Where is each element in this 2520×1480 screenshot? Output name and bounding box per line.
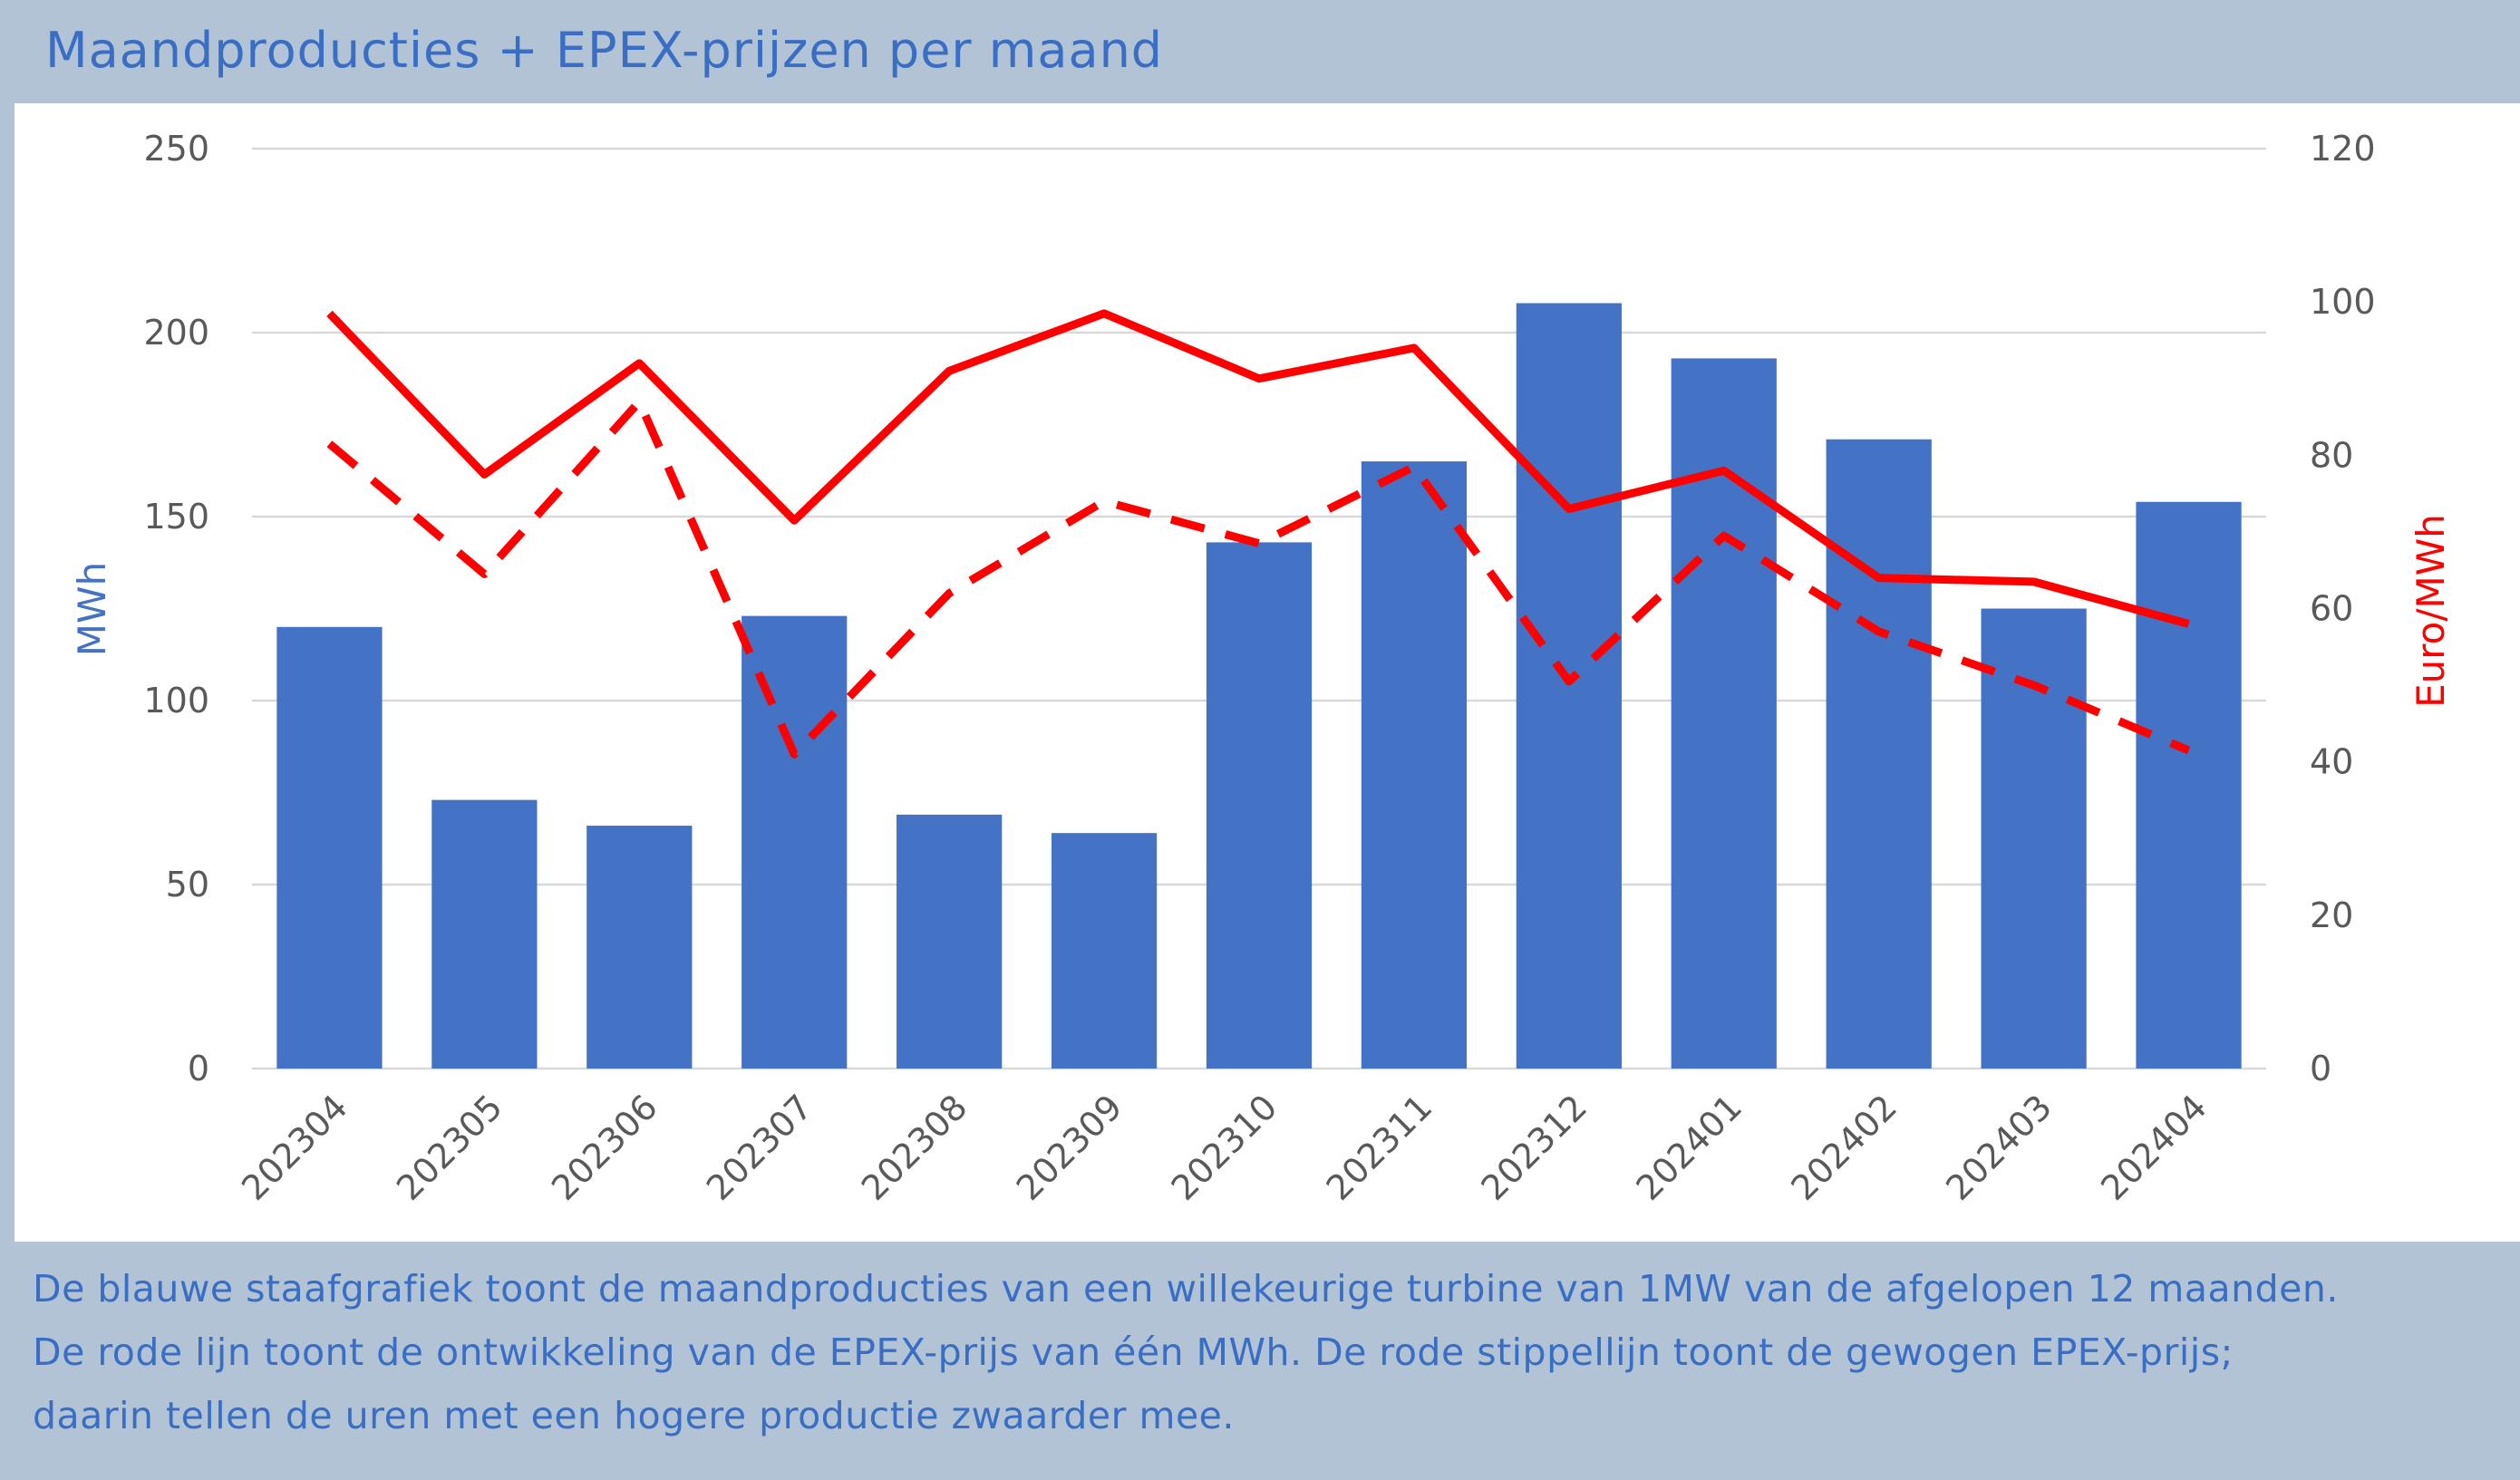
- bar: [741, 615, 848, 1069]
- y-left-tick-label: 0: [188, 1049, 209, 1088]
- x-tick-label: 202312: [1474, 1087, 1595, 1208]
- caption-line-3: daarin tellen de uren met een hogere pro…: [33, 1394, 1235, 1437]
- bar: [2136, 501, 2242, 1069]
- bar: [897, 814, 1003, 1069]
- bar: [276, 626, 383, 1069]
- y-right-axis-title: Euro/MWh: [2409, 514, 2453, 708]
- bar: [1361, 461, 1468, 1069]
- bar: [1516, 303, 1622, 1069]
- chart-header: Maandproducties + EPEX-prijzen per maand: [0, 0, 2520, 103]
- y-left-tick-label: 200: [143, 313, 209, 353]
- bar: [1981, 608, 2087, 1069]
- bar: [1206, 542, 1313, 1069]
- x-tick-label: 202404: [2093, 1087, 2215, 1208]
- bar: [431, 799, 538, 1069]
- bar: [586, 826, 693, 1069]
- x-tick-label: 202309: [1009, 1087, 1130, 1208]
- y-right-tick-label: 20: [2310, 895, 2353, 935]
- x-tick-label: 202403: [1938, 1087, 2060, 1208]
- x-tick-label: 202307: [699, 1087, 820, 1208]
- epex-price-line: [326, 309, 2190, 628]
- y-left-tick-label: 150: [143, 497, 209, 537]
- y-right-tick-label: 60: [2310, 589, 2353, 629]
- x-tick-label: 202306: [544, 1087, 665, 1208]
- combo-chart: 0 50 100 150 200 250 0 20 40 60 80 100 120 202304 2023…: [70, 129, 2453, 1208]
- y-right-tick-label: 80: [2310, 435, 2353, 475]
- chart-caption: De blauwe staafgrafiek toont de maandpro…: [0, 1242, 2520, 1480]
- x-tick-label: 202304: [234, 1087, 355, 1208]
- x-tick-label: 202311: [1319, 1087, 1440, 1208]
- chart-panel: 0 50 100 150 200 250 0 20 40 60 80 100 120 202304 2023…: [15, 103, 2520, 1242]
- caption-line-2: De rode lijn toont de ontwikkeling van d…: [33, 1330, 2234, 1374]
- x-tick-label: 202401: [1628, 1087, 1749, 1208]
- y-right-tick-label: 120: [2310, 129, 2376, 169]
- y-left-tick-label: 50: [166, 865, 209, 904]
- bar: [1671, 358, 1777, 1069]
- y-left-tick-label: 250: [143, 129, 209, 169]
- chart-title: Maandproducties + EPEX-prijzen per maand: [45, 22, 1164, 79]
- x-tick-label: 202310: [1164, 1087, 1285, 1208]
- y-left-axis-title: MWh: [70, 562, 114, 656]
- y-right-tick-label: 0: [2310, 1049, 2331, 1088]
- caption-line-1: De blauwe staafgrafiek toont de maandpro…: [33, 1267, 2339, 1311]
- bar: [1051, 833, 1158, 1069]
- y-right-tick-label: 40: [2310, 742, 2353, 782]
- x-tick-label: 202402: [1783, 1087, 1905, 1208]
- bar: [1826, 439, 1932, 1069]
- y-right-tick-label: 100: [2310, 282, 2376, 322]
- x-tick-label: 202305: [389, 1087, 510, 1208]
- x-tick-label: 202308: [854, 1087, 975, 1208]
- y-left-tick-label: 100: [143, 681, 209, 721]
- weighted-epex-price-line: [326, 397, 2191, 759]
